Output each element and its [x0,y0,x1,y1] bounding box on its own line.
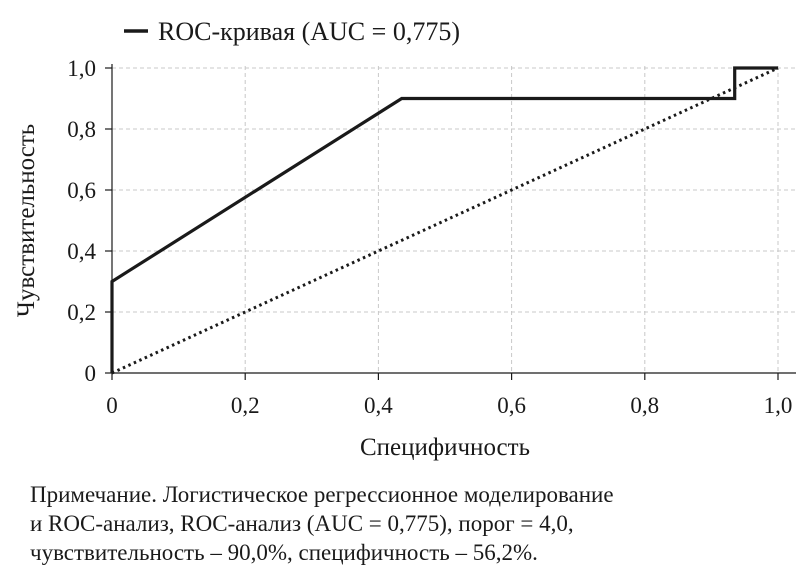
x-tick-label: 0,6 [497,393,526,418]
x-tick-label: 1,0 [764,393,793,418]
note-line: чувствительность – 90,0%, специфичность … [30,540,538,565]
reference-diagonal-line [111,66,779,375]
x-tick-label: 0,2 [231,393,260,418]
y-tick-label: 0,6 [67,178,96,203]
chart-note: Примечание. Логистическое регрессионное … [30,480,790,567]
y-tick-label: 1,0 [67,56,96,81]
roc-curve-line [110,66,778,373]
x-axis-title: Специфичность [360,434,530,461]
y-tick-label: 0,4 [67,239,96,264]
legend-label: ROC-кривая (AUC = 0,775) [158,17,460,46]
y-tick-label: 0,2 [67,300,96,325]
y-tick-label: 0 [85,361,97,386]
roc-chart: 0 0,2 0,4 0,6 0,8 1,0 0 0,2 0,4 0,6 0,8 1,0 Специфич… [13,17,796,461]
chart-svg: 0 0,2 0,4 0,6 0,8 1,0 0 0,2 0,4 0,6 0,8 1,0 Специфич… [13,17,796,461]
note-line: и ROC-анализ, ROC-анализ (AUC = 0,775), … [30,511,574,536]
x-tick-label: 0 [106,393,118,418]
y-axis-title: Чувствительность [13,124,40,317]
note-line: Примечание. Логистическое регрессионное … [30,482,614,507]
x-tick-label: 0,8 [630,393,659,418]
x-tick-label: 0,4 [364,393,393,418]
y-tick-label: 0,8 [67,117,96,142]
